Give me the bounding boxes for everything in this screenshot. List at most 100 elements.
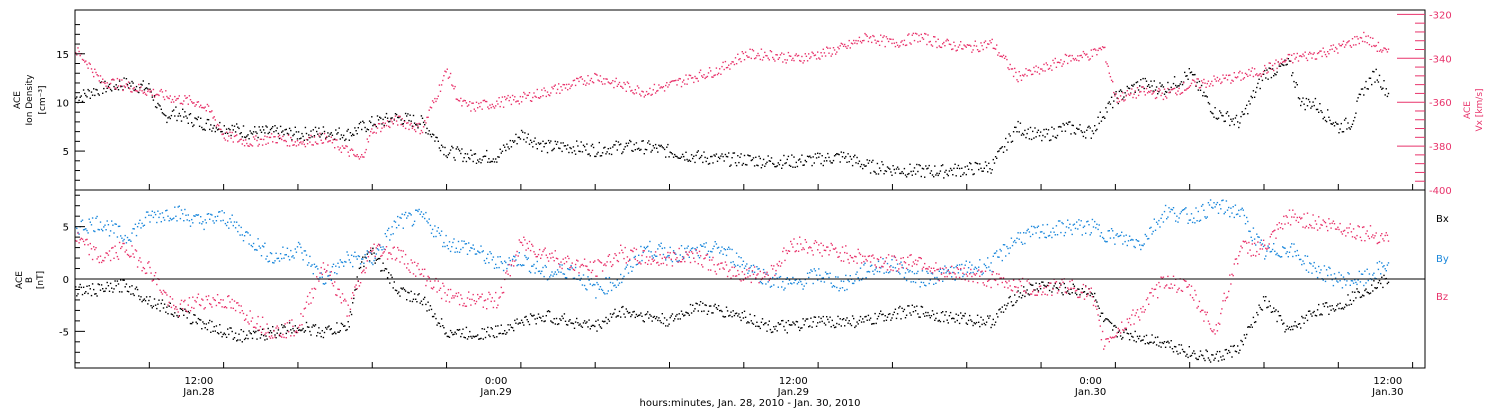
bx-point (881, 313, 883, 316)
bx-point (896, 313, 899, 315)
bx-point (143, 298, 146, 300)
by-point (321, 276, 323, 278)
ion-density-point (400, 119, 402, 121)
velocity-point (960, 41, 962, 43)
by-point (267, 261, 269, 263)
bx-point (558, 323, 560, 325)
by-point (556, 269, 559, 271)
bx-point (588, 319, 590, 321)
bx-point (856, 321, 858, 323)
bx-point (613, 312, 615, 314)
bx-point (504, 330, 506, 332)
bx-point (687, 312, 689, 315)
bx-point (1294, 321, 1296, 323)
bx-point (864, 316, 866, 318)
by-point (1324, 280, 1327, 283)
ion-density-point (725, 155, 728, 158)
velocity-point (1334, 46, 1337, 49)
velocity-point (859, 40, 862, 43)
ion-density-point (428, 130, 430, 132)
bx-point (386, 277, 389, 279)
bx-point (202, 321, 204, 323)
by-point (552, 275, 554, 277)
ion-density-point (443, 153, 445, 156)
bx-point (1189, 355, 1192, 357)
velocity-point (863, 39, 865, 42)
velocity-point (240, 138, 242, 140)
velocity-point (981, 45, 983, 47)
by-point (849, 275, 851, 277)
velocity-point (1313, 52, 1315, 54)
bx-point (1247, 326, 1249, 328)
bx-point (275, 337, 277, 339)
by-point (486, 257, 488, 260)
by-point (154, 213, 157, 216)
ion-density-point (1295, 82, 1297, 84)
bx-point (681, 313, 684, 315)
ion-density-point (1284, 59, 1286, 61)
velocity-point (1222, 74, 1224, 76)
bz-point (120, 247, 122, 250)
velocity-point (222, 133, 224, 135)
by-point (365, 256, 367, 259)
velocity-point (522, 96, 524, 98)
bx-point (86, 285, 88, 287)
bx-point (430, 308, 433, 311)
by-point (997, 256, 999, 258)
by-point (984, 264, 987, 267)
ion-density-point (1055, 137, 1058, 139)
ion-density-point (434, 140, 436, 142)
ion-density-point (1346, 128, 1348, 130)
bz-point (197, 293, 200, 295)
by-point (594, 284, 596, 286)
bx-point (402, 287, 404, 289)
ion-density-point (1332, 122, 1335, 124)
by-point (553, 273, 555, 275)
ion-density-point (488, 158, 490, 160)
bx-point (1028, 294, 1031, 296)
velocity-point (509, 96, 511, 99)
velocity-point (1038, 73, 1041, 75)
ion-density-point (936, 172, 938, 174)
by-point (1160, 217, 1162, 219)
by-point (1107, 230, 1109, 232)
ion-density-point (831, 162, 833, 164)
velocity-point (1098, 47, 1100, 50)
velocity-point (753, 57, 756, 60)
bz-point (165, 292, 167, 294)
ion-density-point (1275, 74, 1277, 76)
velocity-point (1155, 96, 1158, 99)
bx-point (765, 322, 767, 324)
bx-point (170, 313, 173, 315)
by-point (147, 211, 149, 213)
bx-point (147, 303, 149, 305)
bx-point (529, 313, 532, 315)
by-point (960, 269, 962, 271)
bx-point (1306, 319, 1309, 322)
by-point (971, 264, 973, 266)
bx-point (189, 322, 192, 325)
by-point (712, 248, 714, 250)
bx-point (1282, 323, 1284, 325)
bx-point (363, 265, 365, 268)
velocity-point (1081, 56, 1083, 59)
by-point (195, 214, 197, 216)
by-point (1076, 221, 1078, 223)
velocity-point (377, 123, 380, 125)
ion-density-point (1351, 123, 1354, 125)
velocity-point (776, 54, 778, 56)
by-point (130, 240, 132, 242)
velocity-point (811, 51, 813, 53)
by-point (948, 271, 951, 273)
ion-density-point (201, 126, 203, 129)
by-point (1294, 250, 1296, 253)
velocity-point (577, 77, 579, 80)
ion-density-point (799, 158, 801, 160)
by-point (873, 273, 875, 275)
velocity-point (812, 52, 814, 55)
velocity-point (674, 80, 676, 82)
velocity-point (708, 67, 711, 69)
bx-point (1148, 343, 1150, 345)
by-point (929, 279, 931, 281)
bx-point (319, 332, 321, 334)
